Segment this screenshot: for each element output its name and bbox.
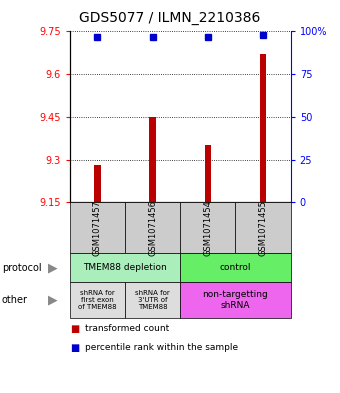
- Text: protocol: protocol: [2, 263, 41, 273]
- Text: other: other: [2, 295, 28, 305]
- Text: shRNA for
first exon
of TMEM88: shRNA for first exon of TMEM88: [78, 290, 117, 310]
- Text: non-targetting
shRNA: non-targetting shRNA: [203, 290, 268, 310]
- Bar: [94, 165, 101, 202]
- Bar: [204, 145, 211, 202]
- Bar: [260, 54, 267, 202]
- Text: transformed count: transformed count: [85, 325, 169, 333]
- Text: GDS5077 / ILMN_2210386: GDS5077 / ILMN_2210386: [79, 11, 261, 25]
- Text: TMEM88 depletion: TMEM88 depletion: [83, 263, 167, 272]
- Text: ■: ■: [70, 324, 79, 334]
- Text: GSM1071456: GSM1071456: [148, 200, 157, 256]
- Text: control: control: [220, 263, 251, 272]
- Text: GSM1071454: GSM1071454: [203, 200, 212, 256]
- Text: ▶: ▶: [48, 293, 57, 307]
- Text: GSM1071455: GSM1071455: [259, 200, 268, 256]
- Text: GSM1071457: GSM1071457: [93, 200, 102, 256]
- Text: ■: ■: [70, 343, 79, 353]
- Bar: [149, 117, 156, 202]
- Text: percentile rank within the sample: percentile rank within the sample: [85, 343, 238, 352]
- Text: ▶: ▶: [48, 261, 57, 274]
- Text: shRNA for
3'UTR of
TMEM88: shRNA for 3'UTR of TMEM88: [135, 290, 170, 310]
